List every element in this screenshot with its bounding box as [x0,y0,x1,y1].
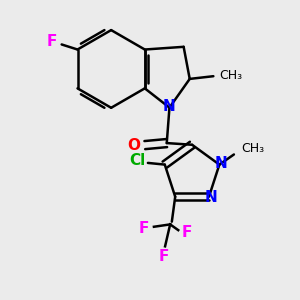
Text: N: N [214,156,227,171]
Text: F: F [181,225,191,240]
Text: O: O [127,138,140,153]
Text: F: F [139,221,149,236]
Text: N: N [163,99,176,114]
Text: F: F [159,249,169,264]
Text: N: N [204,190,217,205]
Text: F: F [47,34,57,49]
Text: Cl: Cl [130,153,146,168]
Text: CH₃: CH₃ [219,69,242,82]
Text: CH₃: CH₃ [242,142,265,155]
